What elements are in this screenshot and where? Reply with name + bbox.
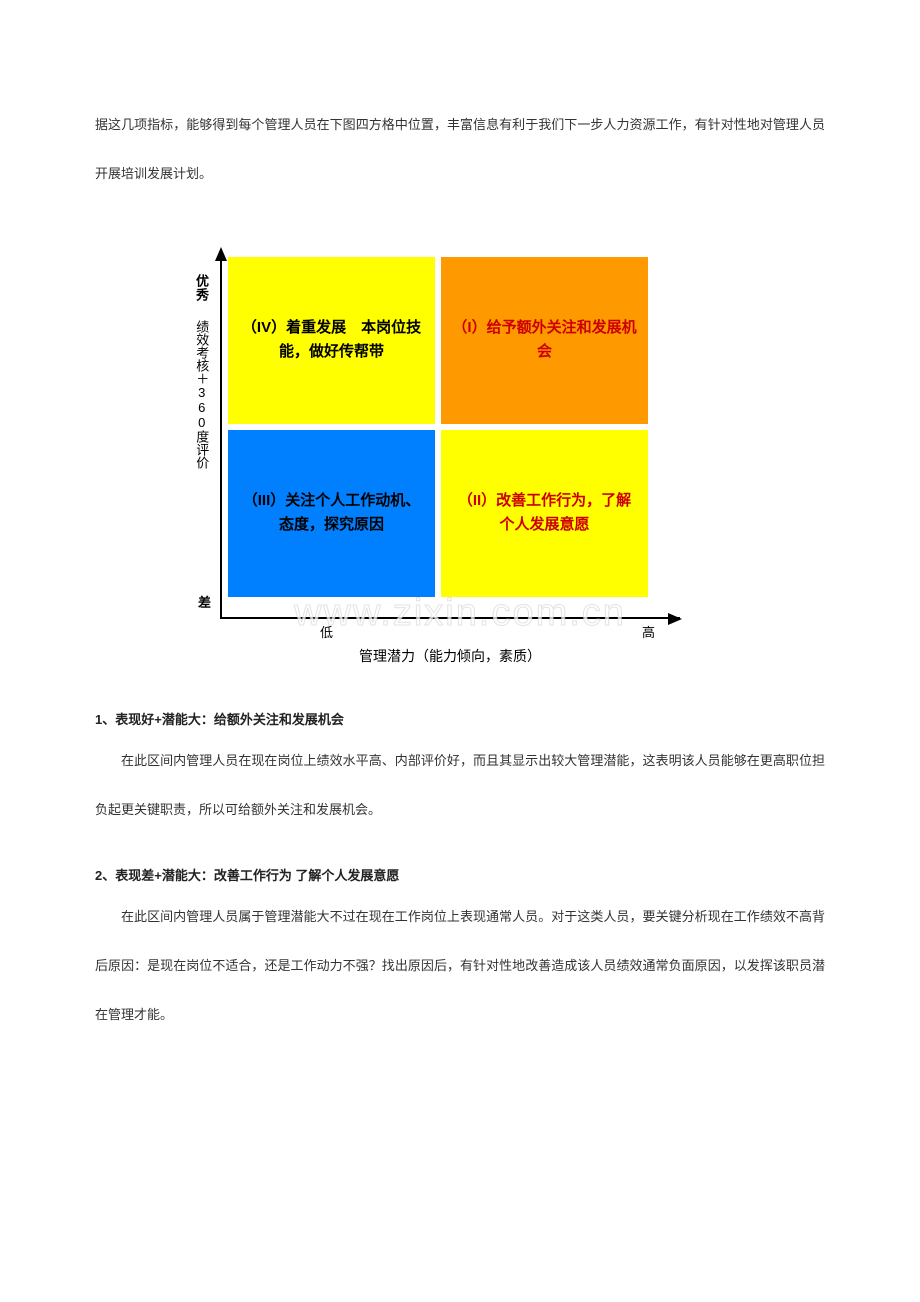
x-axis-low-label: 低 xyxy=(320,622,333,641)
section-2-body: 在此区间内管理人员属于管理潜能大不过在现在工作岗位上表现通常人员。对于这类人员，… xyxy=(95,892,825,1040)
section-1-body: 在此区间内管理人员在现在岗位上绩效水平高、内部评价好，而且其显示出较大管理潜能，… xyxy=(95,736,825,835)
watermark-text: www.zixin.com.cn xyxy=(294,592,626,635)
x-axis-line xyxy=(220,617,680,619)
intro-paragraph: 据这几项指标，能够得到每个管理人员在下图四方格中位置，丰富信息有利于我们下一步人… xyxy=(95,100,825,199)
y-axis-title: 绩效考核＋360度评价 xyxy=(194,320,210,469)
document-page: 据这几项指标，能够得到每个管理人员在下图四方格中位置，丰富信息有利于我们下一步人… xyxy=(0,0,920,1100)
quadrant-ii: （II）改善工作行为，了解个人发展意愿 xyxy=(441,430,648,597)
quadrant-grid: （IV）着重发展 本岗位技能，做好传帮带 （I）给予额外关注和发展机会 （III… xyxy=(228,257,648,597)
x-axis-high-label: 高 xyxy=(642,622,655,641)
y-axis-bottom-label: 差 xyxy=(198,592,211,611)
y-axis-top-label: 优秀 xyxy=(192,274,211,302)
section-2-heading: 2、表现差+潜能大：改善工作行为 了解个人发展意愿 xyxy=(95,865,825,884)
y-axis-line xyxy=(220,249,222,619)
quadrant-chart: 优秀 绩效考核＋360度评价 差 （IV）着重发展 本岗位技能，做好传帮带 （I… xyxy=(220,249,700,669)
x-axis-arrow-icon xyxy=(668,613,682,625)
y-axis-label-group: 优秀 绩效考核＋360度评价 xyxy=(192,249,211,619)
quadrant-iii: （III）关注个人工作动机、态度，探究原因 xyxy=(228,430,435,597)
section-1-heading: 1、表现好+潜能大：给额外关注和发展机会 xyxy=(95,709,825,728)
y-axis-arrow-icon xyxy=(215,247,227,261)
section-1: 1、表现好+潜能大：给额外关注和发展机会 在此区间内管理人员在现在岗位上绩效水平… xyxy=(95,709,825,835)
x-axis-title: 管理潜力（能力倾向，素质） xyxy=(220,646,680,666)
section-2: 2、表现差+潜能大：改善工作行为 了解个人发展意愿 在此区间内管理人员属于管理潜… xyxy=(95,865,825,1040)
quadrant-i: （I）给予额外关注和发展机会 xyxy=(441,257,648,424)
quadrant-iv: （IV）着重发展 本岗位技能，做好传帮带 xyxy=(228,257,435,424)
quadrant-chart-container: 优秀 绩效考核＋360度评价 差 （IV）着重发展 本岗位技能，做好传帮带 （I… xyxy=(95,249,825,669)
